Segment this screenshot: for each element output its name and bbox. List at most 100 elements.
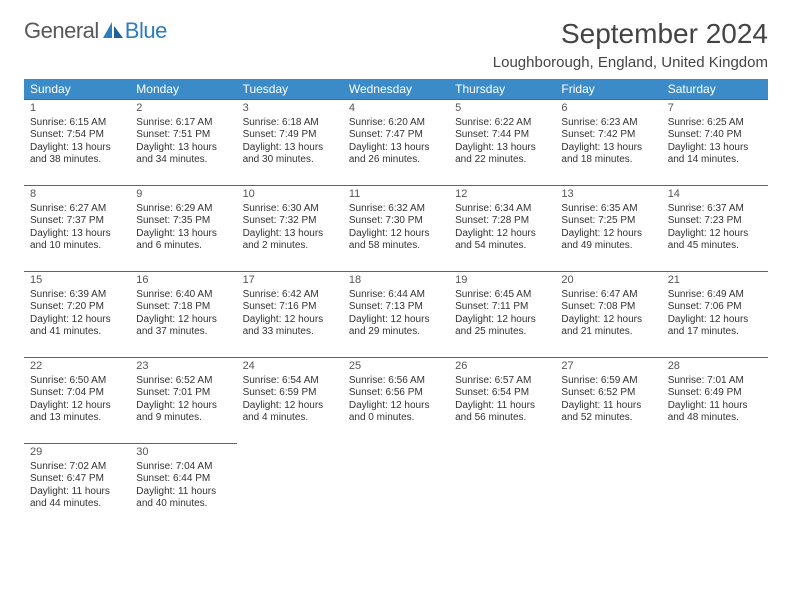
- sunrise-line: Sunrise: 6:20 AM: [349, 117, 443, 130]
- sunset-line: Sunset: 7:28 PM: [455, 215, 549, 228]
- daylight-line: Daylight: 13 hours: [136, 228, 230, 241]
- sunrise-line: Sunrise: 6:52 AM: [136, 375, 230, 388]
- calendar-day-cell: 25Sunrise: 6:56 AMSunset: 6:56 PMDayligh…: [343, 358, 449, 444]
- sunrise-line: Sunrise: 6:22 AM: [455, 117, 549, 130]
- weekday-header: Thursday: [449, 79, 555, 100]
- sunrise-line: Sunrise: 6:56 AM: [349, 375, 443, 388]
- calendar-day-cell: 4Sunrise: 6:20 AMSunset: 7:47 PMDaylight…: [343, 100, 449, 186]
- calendar-day-cell: 30Sunrise: 7:04 AMSunset: 6:44 PMDayligh…: [130, 444, 236, 530]
- sunset-line: Sunset: 7:23 PM: [668, 215, 762, 228]
- daylight-line: Daylight: 12 hours: [561, 314, 655, 327]
- daylight-line: Daylight: 12 hours: [455, 314, 549, 327]
- daylight-line: and 14 minutes.: [668, 154, 762, 167]
- sunset-line: Sunset: 7:11 PM: [455, 301, 549, 314]
- daylight-line: Daylight: 11 hours: [668, 400, 762, 413]
- sunset-line: Sunset: 7:13 PM: [349, 301, 443, 314]
- sunrise-line: Sunrise: 6:32 AM: [349, 203, 443, 216]
- calendar-week-row: 8Sunrise: 6:27 AMSunset: 7:37 PMDaylight…: [24, 186, 768, 272]
- sunrise-line: Sunrise: 6:27 AM: [30, 203, 124, 216]
- sunset-line: Sunset: 7:30 PM: [349, 215, 443, 228]
- daylight-line: and 38 minutes.: [30, 154, 124, 167]
- header: General Blue September 2024 Loughborough…: [24, 18, 768, 71]
- calendar-day-cell: 17Sunrise: 6:42 AMSunset: 7:16 PMDayligh…: [237, 272, 343, 358]
- sunset-line: Sunset: 7:20 PM: [30, 301, 124, 314]
- calendar-day-cell: 15Sunrise: 6:39 AMSunset: 7:20 PMDayligh…: [24, 272, 130, 358]
- sunrise-line: Sunrise: 6:44 AM: [349, 289, 443, 302]
- calendar-day-cell: 23Sunrise: 6:52 AMSunset: 7:01 PMDayligh…: [130, 358, 236, 444]
- sunrise-line: Sunrise: 6:37 AM: [668, 203, 762, 216]
- daylight-line: and 25 minutes.: [455, 326, 549, 339]
- day-number: 28: [668, 360, 762, 374]
- calendar-day-cell: 19Sunrise: 6:45 AMSunset: 7:11 PMDayligh…: [449, 272, 555, 358]
- daylight-line: Daylight: 12 hours: [30, 400, 124, 413]
- weekday-header: Monday: [130, 79, 236, 100]
- sunset-line: Sunset: 6:47 PM: [30, 473, 124, 486]
- daylight-line: Daylight: 12 hours: [349, 400, 443, 413]
- daylight-line: and 0 minutes.: [349, 412, 443, 425]
- sunset-line: Sunset: 7:40 PM: [668, 129, 762, 142]
- sunrise-line: Sunrise: 6:30 AM: [243, 203, 337, 216]
- daylight-line: Daylight: 12 hours: [243, 400, 337, 413]
- sunset-line: Sunset: 6:56 PM: [349, 387, 443, 400]
- day-number: 19: [455, 274, 549, 288]
- daylight-line: Daylight: 12 hours: [349, 314, 443, 327]
- calendar-day-cell: 9Sunrise: 6:29 AMSunset: 7:35 PMDaylight…: [130, 186, 236, 272]
- sunrise-line: Sunrise: 6:40 AM: [136, 289, 230, 302]
- daylight-line: Daylight: 13 hours: [136, 142, 230, 155]
- day-number: 9: [136, 188, 230, 202]
- calendar-day-cell: 5Sunrise: 6:22 AMSunset: 7:44 PMDaylight…: [449, 100, 555, 186]
- sunset-line: Sunset: 6:52 PM: [561, 387, 655, 400]
- sunrise-line: Sunrise: 6:47 AM: [561, 289, 655, 302]
- daylight-line: and 4 minutes.: [243, 412, 337, 425]
- day-number: 17: [243, 274, 337, 288]
- sunrise-line: Sunrise: 7:01 AM: [668, 375, 762, 388]
- sunrise-line: Sunrise: 6:39 AM: [30, 289, 124, 302]
- daylight-line: Daylight: 12 hours: [349, 228, 443, 241]
- daylight-line: and 48 minutes.: [668, 412, 762, 425]
- daylight-line: Daylight: 12 hours: [243, 314, 337, 327]
- daylight-line: and 26 minutes.: [349, 154, 443, 167]
- daylight-line: Daylight: 13 hours: [349, 142, 443, 155]
- daylight-line: and 21 minutes.: [561, 326, 655, 339]
- daylight-line: Daylight: 13 hours: [243, 142, 337, 155]
- sunset-line: Sunset: 7:37 PM: [30, 215, 124, 228]
- calendar-day-cell: [449, 444, 555, 530]
- daylight-line: and 52 minutes.: [561, 412, 655, 425]
- calendar-week-row: 29Sunrise: 7:02 AMSunset: 6:47 PMDayligh…: [24, 444, 768, 530]
- sunrise-line: Sunrise: 6:57 AM: [455, 375, 549, 388]
- day-number: 5: [455, 102, 549, 116]
- sunset-line: Sunset: 7:49 PM: [243, 129, 337, 142]
- daylight-line: and 41 minutes.: [30, 326, 124, 339]
- calendar-day-cell: [555, 444, 661, 530]
- daylight-line: and 13 minutes.: [30, 412, 124, 425]
- calendar-week-row: 22Sunrise: 6:50 AMSunset: 7:04 PMDayligh…: [24, 358, 768, 444]
- location: Loughborough, England, United Kingdom: [493, 54, 768, 71]
- daylight-line: Daylight: 12 hours: [668, 314, 762, 327]
- sail-icon: [103, 22, 123, 40]
- daylight-line: Daylight: 12 hours: [136, 314, 230, 327]
- day-number: 10: [243, 188, 337, 202]
- calendar-day-cell: 26Sunrise: 6:57 AMSunset: 6:54 PMDayligh…: [449, 358, 555, 444]
- sunset-line: Sunset: 7:08 PM: [561, 301, 655, 314]
- sunrise-line: Sunrise: 6:45 AM: [455, 289, 549, 302]
- daylight-line: and 30 minutes.: [243, 154, 337, 167]
- daylight-line: and 6 minutes.: [136, 240, 230, 253]
- weekday-header: Wednesday: [343, 79, 449, 100]
- sunset-line: Sunset: 7:54 PM: [30, 129, 124, 142]
- daylight-line: Daylight: 12 hours: [455, 228, 549, 241]
- sunset-line: Sunset: 7:51 PM: [136, 129, 230, 142]
- calendar-day-cell: 22Sunrise: 6:50 AMSunset: 7:04 PMDayligh…: [24, 358, 130, 444]
- calendar-day-cell: 28Sunrise: 7:01 AMSunset: 6:49 PMDayligh…: [662, 358, 768, 444]
- calendar-table: Sunday Monday Tuesday Wednesday Thursday…: [24, 79, 768, 530]
- sunrise-line: Sunrise: 6:59 AM: [561, 375, 655, 388]
- daylight-line: Daylight: 13 hours: [243, 228, 337, 241]
- brand-logo: General Blue: [24, 18, 167, 44]
- day-number: 23: [136, 360, 230, 374]
- day-number: 26: [455, 360, 549, 374]
- sunset-line: Sunset: 7:18 PM: [136, 301, 230, 314]
- sunrise-line: Sunrise: 7:02 AM: [30, 461, 124, 474]
- daylight-line: Daylight: 12 hours: [668, 228, 762, 241]
- calendar-day-cell: 27Sunrise: 6:59 AMSunset: 6:52 PMDayligh…: [555, 358, 661, 444]
- day-number: 14: [668, 188, 762, 202]
- daylight-line: and 49 minutes.: [561, 240, 655, 253]
